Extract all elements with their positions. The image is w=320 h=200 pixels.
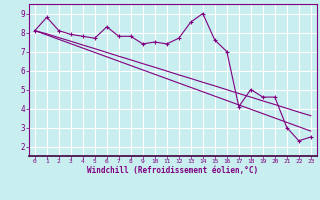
X-axis label: Windchill (Refroidissement éolien,°C): Windchill (Refroidissement éolien,°C) <box>87 166 258 175</box>
